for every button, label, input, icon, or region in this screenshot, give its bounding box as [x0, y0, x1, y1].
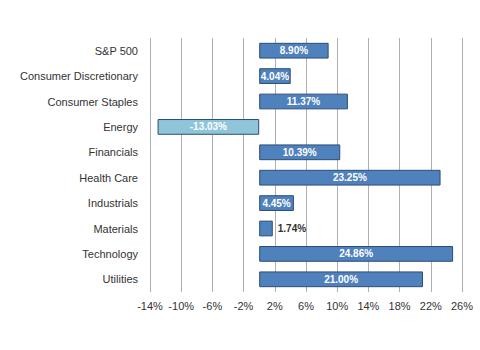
svg-text:-14%: -14%	[137, 300, 163, 312]
svg-text:22%: 22%	[420, 300, 442, 312]
svg-text:-13.03%: -13.03%	[190, 121, 227, 132]
svg-text:4.04%: 4.04%	[261, 71, 289, 82]
svg-text:18%: 18%	[389, 300, 411, 312]
svg-text:11.37%: 11.37%	[287, 96, 320, 107]
svg-text:1.74%: 1.74%	[278, 223, 306, 234]
svg-text:10%: 10%	[326, 300, 348, 312]
svg-text:Financials: Financials	[88, 146, 138, 158]
svg-text:14%: 14%	[357, 300, 379, 312]
svg-text:Consumer Staples: Consumer Staples	[48, 96, 139, 108]
svg-text:Utilities: Utilities	[103, 273, 139, 285]
svg-text:8.90%: 8.90%	[280, 45, 308, 56]
svg-text:-2%: -2%	[234, 300, 254, 312]
svg-text:6%: 6%	[298, 300, 314, 312]
svg-text:4.45%: 4.45%	[262, 198, 290, 209]
svg-text:23.25%: 23.25%	[333, 172, 367, 183]
svg-text:2%: 2%	[267, 300, 283, 312]
svg-text:10.39%: 10.39%	[283, 147, 317, 158]
svg-text:Energy: Energy	[103, 121, 138, 133]
svg-text:Technology: Technology	[82, 248, 138, 260]
svg-text:Materials: Materials	[93, 223, 138, 235]
svg-text:21.00%: 21.00%	[324, 274, 358, 285]
svg-text:24.86%: 24.86%	[339, 248, 373, 259]
svg-text:26%: 26%	[451, 300, 473, 312]
svg-text:-10%: -10%	[168, 300, 194, 312]
svg-text:Health Care: Health Care	[79, 172, 138, 184]
svg-text:-6%: -6%	[203, 300, 223, 312]
svg-text:S&P 500: S&P 500	[95, 45, 138, 57]
svg-text:Industrials: Industrials	[88, 197, 139, 209]
svg-text:Consumer Discretionary: Consumer Discretionary	[20, 70, 138, 82]
